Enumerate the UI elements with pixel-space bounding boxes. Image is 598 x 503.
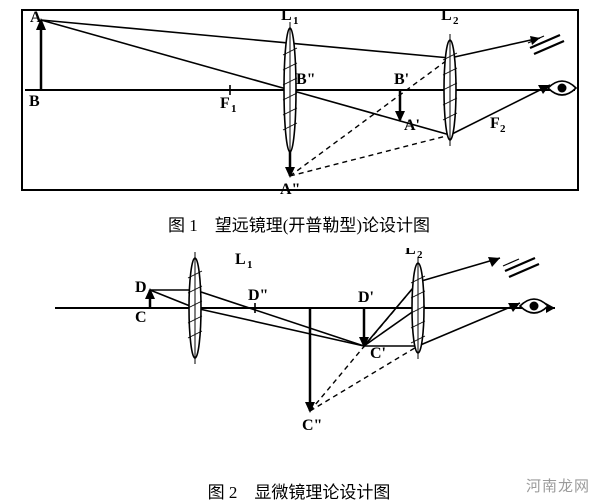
- fig2-ray2: [195, 290, 364, 346]
- fig1-label-f1m: F: [220, 95, 230, 112]
- fig2-ray3b: [195, 308, 364, 346]
- fig1-ray3: [290, 90, 450, 135]
- fig2-label-l2m: L: [405, 248, 416, 258]
- fig1-label-f2s: 2: [500, 123, 506, 135]
- fig2-label-c2: C": [302, 417, 322, 434]
- fig2-eye-icon: [520, 299, 548, 313]
- figure1-caption: 图 1 望远镜理(开普勒型)论设计图: [0, 211, 598, 236]
- fig1-label-f2m: F: [490, 115, 500, 132]
- figure2-svg: D C L 1 D" C" D' C' L 2: [0, 248, 598, 468]
- fig1-eye-icon: [548, 81, 576, 95]
- fig2-label-c: C: [135, 309, 147, 326]
- fig2-label-c1: C': [370, 345, 386, 362]
- fig1-ray-out1: [450, 38, 540, 58]
- fig2-label-l2s: 2: [417, 249, 423, 261]
- fig1-label-b1: B': [394, 71, 409, 88]
- fig1-frame: [22, 10, 578, 190]
- fig1-dash2: [290, 135, 450, 176]
- fig1-label-a2: A": [280, 181, 300, 198]
- fig1-label-f1s: 1: [231, 103, 237, 115]
- fig2-ray-out2: [418, 258, 500, 282]
- fig1-label-l2m: L: [441, 7, 452, 24]
- fig1-ray2: [41, 20, 450, 58]
- fig2-ray-out1: [418, 303, 520, 346]
- fig2-label-d1: D': [358, 289, 374, 306]
- figure1-caption-prefix: 图 1: [168, 216, 198, 235]
- fig2-ray-out2-arrow: [488, 257, 500, 267]
- fig2-hand-icon: [503, 258, 539, 277]
- fig1-image-a2-arrow: [285, 167, 295, 178]
- fig2-label-l1m: L: [235, 251, 246, 268]
- watermark: 河南龙网: [526, 475, 590, 496]
- fig1-label-b: B: [29, 93, 40, 110]
- fig2-label-l1s: 1: [247, 259, 253, 271]
- page: A B F 1 L 1 B" A" B' A' L 2 F 2 图 1 望远镜理…: [0, 0, 598, 500]
- fig1-label-l2s: 2: [453, 15, 459, 27]
- figure2-caption-text: 显微镜理论设计图: [254, 483, 390, 502]
- fig1-label-l1m: L: [281, 7, 292, 24]
- fig2-label-d: D: [135, 279, 147, 296]
- fig2-dash2: [310, 346, 418, 411]
- fig1-label-a: A: [30, 9, 42, 26]
- fig2-label-d2: D": [248, 287, 268, 304]
- fig1-label-a1: A': [404, 117, 420, 134]
- figure1-caption-text: 望远镜理(开普勒型)论设计图: [215, 216, 430, 235]
- fig1-label-l1s: 1: [293, 15, 299, 27]
- fig1-ray1: [41, 20, 290, 90]
- fig1-label-b2: B": [296, 71, 316, 88]
- figure2-caption-prefix: 图 2: [208, 483, 238, 502]
- figure2-caption: 图 2 显微镜理论设计图: [0, 478, 598, 503]
- figure1-svg: A B F 1 L 1 B" A" B' A' L 2 F 2: [0, 0, 598, 210]
